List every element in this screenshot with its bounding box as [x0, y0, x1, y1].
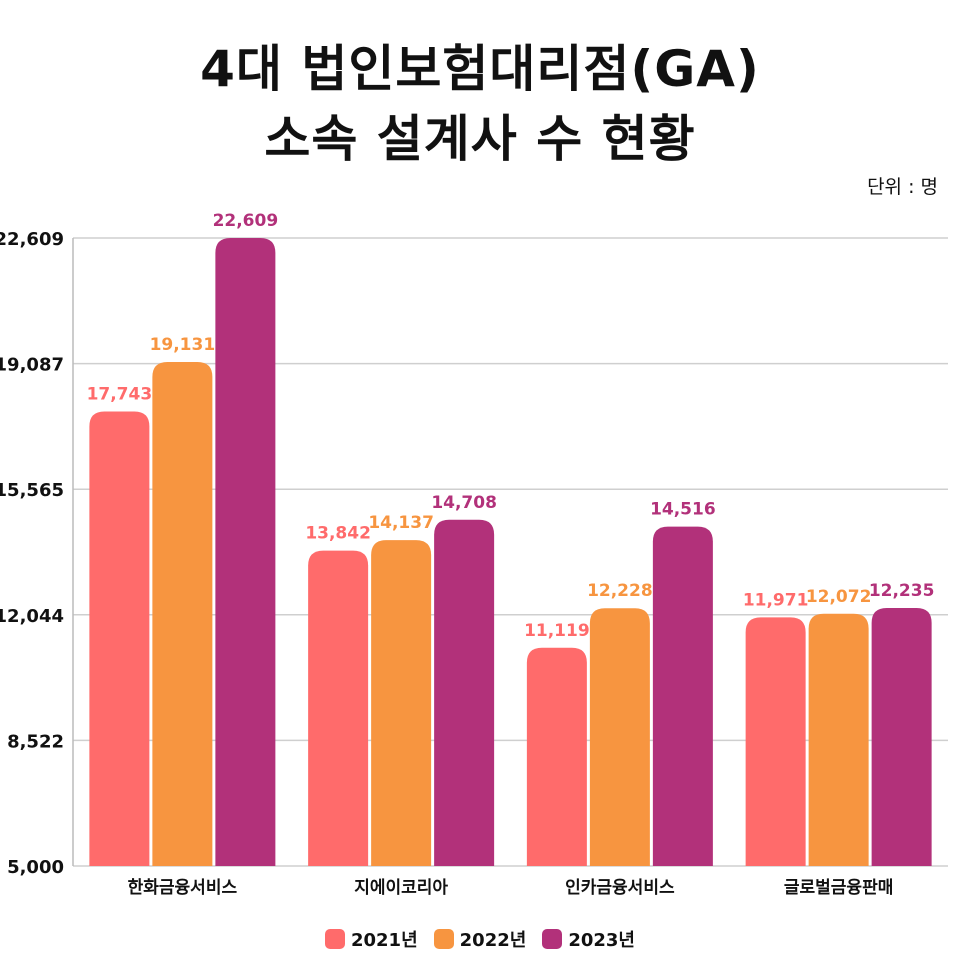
- data-label: 14,137: [368, 513, 434, 533]
- bar: [215, 238, 276, 866]
- legend-item-2023: 2023년: [542, 926, 635, 952]
- legend-label: 2021년: [350, 930, 418, 951]
- y-tick-label: 19,087: [0, 355, 64, 376]
- bar: [589, 608, 650, 866]
- data-label: 17,743: [87, 385, 153, 405]
- data-label: 12,235: [869, 581, 935, 601]
- bar: [808, 613, 869, 866]
- data-label: 12,228: [587, 581, 653, 601]
- bar: [371, 540, 432, 866]
- data-label: 14,708: [431, 493, 497, 513]
- bar: [745, 617, 806, 866]
- data-label: 22,609: [213, 211, 279, 231]
- data-label: 13,842: [305, 524, 371, 544]
- data-label: 14,516: [650, 500, 716, 520]
- legend-item-2021: 2021년: [324, 926, 418, 952]
- y-tick-label: 12,044: [0, 606, 64, 627]
- bar: [434, 519, 495, 866]
- y-tick-label: 8,522: [7, 731, 64, 752]
- legend-swatch: [542, 929, 563, 949]
- unit-label: 단위 : 명: [867, 176, 938, 198]
- x-tick-label: 인카금융서비스: [565, 878, 675, 898]
- bar: [526, 647, 587, 866]
- legend: 2021년 2022년 2023년: [0, 926, 960, 952]
- bar: [89, 411, 150, 866]
- legend-label: 2022년: [459, 930, 527, 951]
- y-tick-label: 5,000: [7, 857, 64, 878]
- chart-title-line-2: 소속 설계사 수 현황: [264, 110, 696, 168]
- data-label: 12,072: [806, 587, 872, 607]
- legend-item-2022: 2022년: [433, 926, 527, 952]
- legend-swatch: [324, 929, 345, 949]
- y-tick-label: 15,565: [0, 480, 64, 501]
- y-tick-label: 22,609: [0, 229, 64, 250]
- x-tick-label: 글로벌금융판매: [784, 878, 893, 898]
- bar: [871, 607, 932, 866]
- data-label: 11,971: [743, 590, 809, 610]
- chart-title-line-1: 4대 법인보험대리점(GA): [200, 40, 760, 98]
- x-tick-label: 한화금융서비스: [128, 878, 238, 898]
- data-label: 11,119: [524, 621, 590, 641]
- bar: [652, 526, 713, 866]
- data-label: 19,131: [150, 335, 216, 355]
- bar: [308, 550, 369, 866]
- x-tick-label: 지에이코리아: [354, 878, 448, 898]
- legend-label: 2023년: [568, 930, 635, 951]
- legend-swatch: [433, 929, 454, 949]
- bar: [152, 362, 213, 866]
